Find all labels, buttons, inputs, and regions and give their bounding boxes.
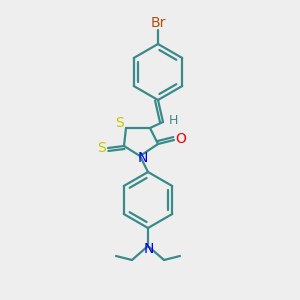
- Text: O: O: [176, 132, 186, 146]
- Text: S: S: [115, 116, 123, 130]
- Text: Br: Br: [150, 16, 166, 30]
- Text: N: N: [138, 151, 148, 165]
- Text: S: S: [97, 141, 105, 155]
- Text: N: N: [144, 242, 154, 256]
- Text: H: H: [168, 115, 178, 128]
